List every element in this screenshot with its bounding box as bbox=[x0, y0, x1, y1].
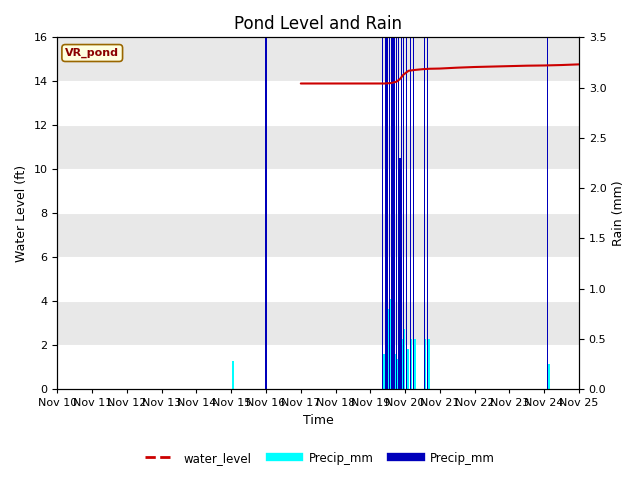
Bar bbox=[395, 354, 397, 389]
Bar bbox=[397, 0, 399, 389]
Bar bbox=[400, 364, 402, 389]
Bar bbox=[58, 257, 579, 301]
Bar bbox=[548, 364, 550, 389]
Bar bbox=[385, 0, 387, 389]
Bar bbox=[402, 339, 404, 389]
Text: VR_pond: VR_pond bbox=[65, 48, 119, 58]
Bar bbox=[424, 339, 426, 389]
Y-axis label: Rain (mm): Rain (mm) bbox=[612, 180, 625, 246]
Bar bbox=[410, 339, 412, 389]
Bar bbox=[58, 169, 579, 213]
Bar bbox=[382, 0, 383, 389]
Bar bbox=[427, 0, 428, 389]
Bar bbox=[390, 0, 392, 389]
Bar bbox=[403, 0, 404, 389]
Bar bbox=[399, 158, 401, 389]
Bar bbox=[266, 0, 267, 389]
Bar bbox=[403, 329, 406, 389]
Bar bbox=[58, 345, 579, 389]
Bar bbox=[386, 349, 388, 389]
X-axis label: Time: Time bbox=[303, 414, 333, 427]
Bar bbox=[391, 329, 394, 389]
Bar bbox=[396, 359, 399, 389]
Bar bbox=[428, 339, 430, 389]
Bar bbox=[401, 0, 403, 389]
Bar bbox=[424, 0, 425, 389]
Legend: water_level, Precip_mm, Precip_mm: water_level, Precip_mm, Precip_mm bbox=[140, 447, 500, 469]
Bar bbox=[407, 349, 409, 389]
Bar bbox=[410, 0, 411, 389]
Bar bbox=[547, 0, 548, 389]
Bar bbox=[393, 339, 395, 389]
Title: Pond Level and Rain: Pond Level and Rain bbox=[234, 15, 402, 33]
Bar bbox=[394, 0, 396, 389]
Bar bbox=[389, 0, 390, 389]
Bar bbox=[396, 0, 397, 389]
Bar bbox=[406, 0, 408, 389]
Bar bbox=[388, 309, 390, 389]
Bar bbox=[392, 0, 394, 389]
Bar bbox=[413, 0, 415, 389]
Bar bbox=[387, 0, 388, 389]
Bar bbox=[390, 299, 392, 389]
Bar bbox=[58, 81, 579, 125]
Bar bbox=[383, 354, 385, 389]
Bar bbox=[414, 339, 416, 389]
Bar bbox=[398, 349, 400, 389]
Y-axis label: Water Level (ft): Water Level (ft) bbox=[15, 165, 28, 262]
Bar bbox=[232, 361, 234, 389]
